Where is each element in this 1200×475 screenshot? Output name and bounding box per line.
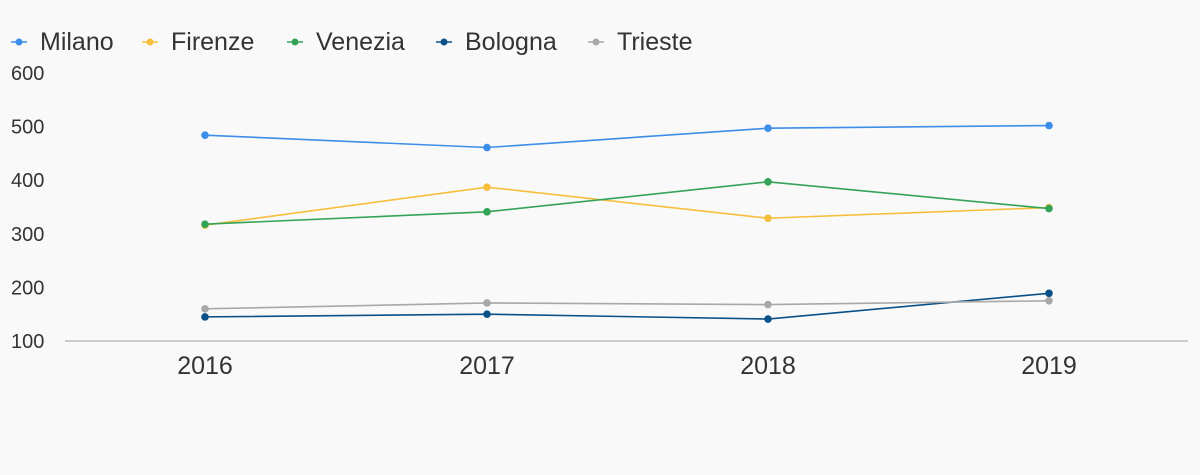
legend-item-firenze[interactable]: Firenze <box>142 28 254 56</box>
x-axis: 2016 2017 2018 2019 <box>65 340 1188 380</box>
data-point[interactable] <box>483 183 491 191</box>
legend-label: Bologna <box>465 28 557 56</box>
series-firenze <box>201 183 1053 230</box>
data-point[interactable] <box>483 310 491 319</box>
data-point[interactable] <box>764 315 772 323</box>
y-tick-label: 300 <box>11 224 44 246</box>
legend-label: Trieste <box>617 28 692 56</box>
series-layer <box>201 121 1053 323</box>
legend-marker-icon <box>440 38 448 46</box>
legend-label: Firenze <box>171 28 254 56</box>
legend-marker-icon <box>15 38 23 46</box>
data-point[interactable] <box>201 220 209 228</box>
y-tick-label: 600 <box>11 63 44 85</box>
data-point[interactable] <box>764 178 772 186</box>
legend-marker-icon <box>146 38 154 46</box>
data-point[interactable] <box>764 214 772 223</box>
data-point[interactable] <box>483 299 491 307</box>
legend-item-bologna[interactable]: Bologna <box>436 28 557 56</box>
x-tick-label: 2019 <box>1021 352 1077 380</box>
x-tick-label: 2017 <box>459 352 515 380</box>
series-bologna <box>201 289 1053 323</box>
legend-marker-icon <box>291 38 299 46</box>
y-axis: 100 200 300 400 500 600 <box>11 63 44 353</box>
series-venezia <box>201 178 1053 228</box>
data-point[interactable] <box>1045 289 1053 298</box>
legend: Milano Firenze Venezia Bologna Trieste <box>11 28 692 56</box>
legend-item-venezia[interactable]: Venezia <box>287 28 405 56</box>
legend-item-trieste[interactable]: Trieste <box>588 28 692 56</box>
data-point[interactable] <box>1045 204 1053 213</box>
legend-marker-icon <box>592 38 600 46</box>
legend-label: Venezia <box>316 28 405 56</box>
x-tick-label: 2016 <box>177 352 233 380</box>
data-point[interactable] <box>764 124 772 133</box>
series-trieste <box>201 297 1053 313</box>
data-point[interactable] <box>1045 121 1053 130</box>
legend-item-milano[interactable]: Milano <box>11 28 114 56</box>
y-tick-label: 200 <box>11 277 44 299</box>
data-point[interactable] <box>764 300 772 309</box>
series-line <box>204 186 1050 227</box>
series-line <box>204 292 1050 320</box>
legend-label: Milano <box>40 28 114 56</box>
data-point[interactable] <box>201 313 209 321</box>
data-point[interactable] <box>1045 297 1053 305</box>
series-line <box>204 124 1050 149</box>
data-point[interactable] <box>483 143 491 152</box>
data-point[interactable] <box>201 305 209 313</box>
series-line <box>204 181 1050 225</box>
series-milano <box>201 121 1053 152</box>
y-tick-label: 100 <box>11 331 44 353</box>
x-tick-label: 2018 <box>740 352 796 380</box>
data-point[interactable] <box>483 208 491 216</box>
y-tick-label: 400 <box>11 170 44 192</box>
y-tick-label: 500 <box>11 117 44 139</box>
data-point[interactable] <box>201 131 209 139</box>
series-line <box>204 300 1050 310</box>
